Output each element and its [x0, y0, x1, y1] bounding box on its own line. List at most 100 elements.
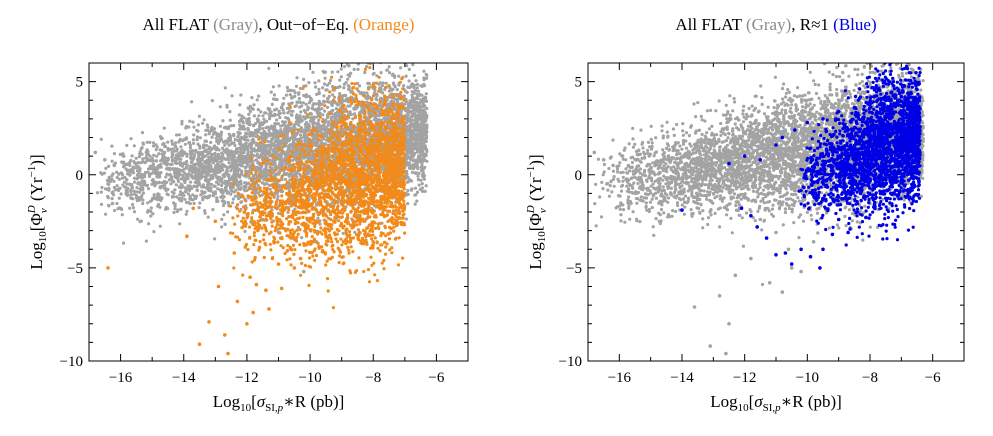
- scatter-point: [117, 196, 121, 200]
- scatter-point: [338, 46, 341, 49]
- scatter-point: [336, 85, 340, 89]
- scatter-point: [333, 115, 337, 119]
- scatter-point: [190, 100, 194, 104]
- scatter-point: [339, 75, 343, 79]
- scatter-point: [338, 78, 342, 82]
- scatter-point: [302, 147, 307, 151]
- scatter-point: [328, 78, 333, 83]
- scatter-point: [151, 144, 156, 148]
- scatter-point: [295, 76, 299, 80]
- scatter-point: [204, 128, 208, 132]
- scatter-point: [379, 71, 383, 75]
- scatter-point: [174, 183, 178, 187]
- scatter-point: [306, 108, 310, 112]
- scatter-point: [331, 93, 335, 97]
- scatter-point: [168, 162, 173, 166]
- scatter-point: [132, 192, 137, 196]
- scatter-point: [405, 64, 409, 68]
- scatter-point: [261, 127, 265, 131]
- scatter-point: [120, 213, 124, 217]
- scatter-point: [386, 95, 391, 100]
- scatter-point: [263, 120, 267, 124]
- scatter-point: [365, 65, 369, 69]
- scatter-point: [424, 136, 429, 140]
- scatter-point: [391, 87, 395, 91]
- scatter-point: [252, 131, 256, 136]
- scatter-point: [342, 65, 347, 69]
- scatter-point: [162, 153, 166, 157]
- scatter-point: [123, 175, 127, 179]
- scatter-point: [245, 121, 249, 125]
- scatter-point: [117, 177, 121, 181]
- scatter-point: [276, 194, 280, 198]
- scatter-point: [130, 154, 134, 158]
- scatter-point: [286, 210, 290, 215]
- scatter-point: [307, 81, 311, 85]
- scatter-point: [419, 178, 423, 182]
- scatter-point: [293, 91, 297, 95]
- scatter-point: [309, 116, 313, 120]
- scatter-point: [155, 194, 160, 198]
- scatter-point: [241, 119, 245, 124]
- scatter-point: [167, 147, 171, 151]
- scatter-point: [210, 135, 214, 139]
- scatter-point: [408, 86, 412, 90]
- scatter-point: [131, 169, 135, 173]
- scatter-point: [256, 108, 260, 112]
- scatter-point: [248, 142, 252, 146]
- scatter-point: [247, 112, 251, 116]
- scatter-point: [225, 103, 229, 107]
- scatter-point: [267, 183, 272, 187]
- scatter-point: [412, 143, 416, 147]
- scatter-point: [413, 112, 417, 116]
- scatter-point: [295, 113, 299, 117]
- scatter-point: [175, 195, 179, 199]
- scatter-point: [422, 69, 426, 73]
- scatter-point: [269, 110, 273, 114]
- scatter-point: [425, 76, 429, 80]
- scatter-point: [410, 84, 414, 88]
- scatter-point: [166, 167, 170, 171]
- scatter-point: [289, 113, 293, 117]
- scatter-point: [138, 183, 142, 187]
- scatter-point: [346, 84, 350, 88]
- scatter-point: [406, 125, 410, 129]
- scatter-point: [419, 98, 423, 102]
- scatter-point: [267, 128, 271, 133]
- scatter-point: [227, 165, 231, 170]
- scatter-point: [110, 159, 114, 163]
- scatter-point: [259, 121, 263, 125]
- scatter-point: [232, 141, 236, 145]
- scatter-point: [262, 145, 266, 149]
- scatter-point: [132, 176, 137, 180]
- scatter-point: [421, 167, 425, 171]
- scatter-point: [265, 135, 269, 139]
- scatter-point: [156, 174, 160, 178]
- scatter-point: [184, 161, 188, 165]
- scatter-point: [226, 210, 230, 214]
- scatter-point: [326, 123, 330, 128]
- scatter-point: [420, 189, 425, 193]
- scatter-point: [281, 102, 285, 106]
- scatter-point: [158, 148, 162, 152]
- scatter-point: [422, 156, 426, 160]
- scatter-point: [122, 160, 126, 164]
- scatter-point: [144, 183, 149, 188]
- scatter-point: [245, 132, 249, 136]
- scatter-point: [373, 88, 377, 92]
- scatter-point: [362, 54, 365, 57]
- scatter-point: [237, 187, 241, 191]
- scatter-point: [164, 175, 168, 179]
- scatter-point: [424, 139, 428, 143]
- scatter-point: [317, 108, 322, 112]
- scatter-point: [238, 127, 242, 131]
- scatter-point: [156, 171, 160, 175]
- scatter-point: [318, 222, 322, 226]
- scatter-point: [212, 144, 217, 148]
- scatter-point: [290, 109, 295, 113]
- scatter-point: [372, 71, 376, 75]
- scatter-point: [146, 201, 150, 205]
- scatter-point: [141, 157, 145, 161]
- scatter-point: [151, 163, 155, 167]
